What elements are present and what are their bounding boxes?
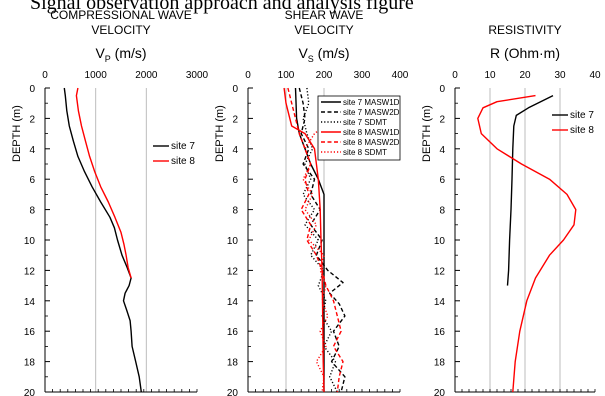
chart-2-ytick-label-7: 14 [434,297,446,308]
chart-0-ytick-label-10: 20 [24,388,36,396]
chart-0-xtick-label-3: 3000 [186,70,209,81]
chart-2-ytick-label-10: 20 [434,388,446,396]
chart-2-xtick-label-3: 30 [554,70,566,81]
chart-1-ytick-label-0: 0 [232,84,238,95]
chart-2-series-site-7-line [506,94,554,286]
xlabel-variable: R [490,45,500,61]
chart-1-legend-label-2: site 7 SDMT [343,118,387,127]
cutoff-figure-caption: Signal observation approach and analysis… [0,0,605,14]
chart-1-legend-box [317,95,401,161]
chart-0-xtick-label-0: 0 [42,70,48,81]
chart-1-ytick-label-3: 6 [232,175,238,186]
chart-2-ytick-label-3: 6 [439,175,445,186]
chart-2-ytick-label-6: 12 [434,266,446,277]
chart-0-series-site-7-line [63,87,142,393]
chart-0-xlabel: VP (m/s) [95,45,146,64]
chart-2-ytick-label-0: 0 [439,84,445,95]
chart-0-ytick-label-9: 18 [24,358,36,369]
chart-1-xtick-label-2: 200 [316,70,333,81]
chart-1-legend-label-4: site 8 MASW2D [343,138,400,147]
chart-2-xtick-label-4: 40 [589,70,601,81]
chart-0-ytick-label-2: 4 [29,145,35,156]
chart-2-ytick-label-9: 18 [434,358,446,369]
chart-1-xlabel: VS (m/s) [298,45,349,64]
chart-2-title-line-0: RESISTIVITY [488,23,561,37]
chart-1-series-site-8-masw1d-line [283,87,325,393]
chart-1-xtick-label-4: 400 [392,70,409,81]
chart-1-legend-label-0: site 7 MASW1D [343,98,400,107]
chart-2-xtick-label-1: 10 [484,70,496,81]
chart-0-ytick-label-5: 10 [24,236,36,247]
chart-1-ytick-label-8: 16 [227,327,239,338]
xlabel-unit: (m/s) [111,45,147,61]
chart-1-ytick-label-4: 8 [232,206,238,217]
chart-0-ytick-label-3: 6 [29,175,35,186]
chart-1-title-line-0: SHEAR WAVE [285,8,364,22]
chart-2-legend-label-0: site 7 [570,110,594,121]
xlabel-subscript: S [308,54,314,64]
chart-0-series-site-8-line [75,87,132,279]
chart-1-ytick-label-2: 4 [232,145,238,156]
chart-2-xtick-label-2: 20 [519,70,531,81]
chart-1-ytick-label-7: 14 [227,297,239,308]
chart-1-xtick-label-0: 0 [245,70,251,81]
chart-2-ytick-label-4: 8 [439,206,445,217]
xlabel-unit: (Ohm·m) [500,45,560,61]
chart-0-xtick-label-1: 1000 [85,70,108,81]
chart-1-title-line-1: VELOCITY [294,23,353,37]
chart-2-ytick-label-2: 4 [439,145,445,156]
chart-0-ytick-label-4: 8 [29,206,35,217]
chart-0-ytick-label-6: 12 [24,266,36,277]
chart-1-legend-label-3: site 8 MASW1D [343,128,400,137]
cutoff-caption-text: Signal observation approach and analysis… [30,0,414,14]
chart-0-ytick-label-7: 14 [24,297,36,308]
chart-2-ytick-label-5: 10 [434,236,446,247]
chart-0-ytick-label-8: 16 [24,327,36,338]
chart-0-ytick-label-0: 0 [29,84,35,95]
chart-1-series-site-8-sdmt-line [302,115,329,393]
chart-2-xlabel: R (Ohm·m) [490,45,560,61]
xlabel-unit: (m/s) [314,45,350,61]
chart-2-ylabel: DEPTH (m) [421,105,433,162]
chart-1-ytick-label-9: 18 [227,358,239,369]
chart-2-series-site-8-line [477,94,577,393]
chart-1-ytick-label-5: 10 [227,236,239,247]
chart-2-legend-label-1: site 8 [570,125,594,136]
chart-1-xtick-label-1: 100 [278,70,295,81]
chart-1-ylabel: DEPTH (m) [214,105,226,162]
chart-1-xtick-label-3: 300 [354,70,371,81]
chart-1-legend-label-1: site 7 MASW2D [343,108,400,117]
chart-1-ytick-label-1: 2 [232,114,238,125]
chart-1-series-site-7-masw2d-line [298,87,346,393]
chart-0-ylabel: DEPTH (m) [11,105,23,162]
chart-1-legend-label-5: site 8 SDMT [343,148,387,157]
chart-0-xtick-label-2: 2000 [135,70,158,81]
xlabel-subscript: P [105,54,111,64]
chart-0-title-line-0: COMPRESSIONAL WAVE [50,8,192,22]
xlabel-variable: V [298,45,308,61]
chart-2-xtick-label-0: 0 [452,70,458,81]
chart-0-ytick-label-1: 2 [29,114,35,125]
chart-1-ytick-label-6: 12 [227,266,239,277]
chart-2-ytick-label-8: 16 [434,327,446,338]
chart-1-ytick-label-10: 20 [227,388,239,396]
chart-2-ytick-label-1: 2 [439,114,445,125]
chart-0-legend-label-0: site 7 [171,141,195,152]
chart-0-legend-label-1: site 8 [171,156,195,167]
chart-0-title-line-1: VELOCITY [91,23,150,37]
chart-1-series-site-8-masw2d-line [287,87,344,393]
xlabel-variable: V [95,45,105,61]
